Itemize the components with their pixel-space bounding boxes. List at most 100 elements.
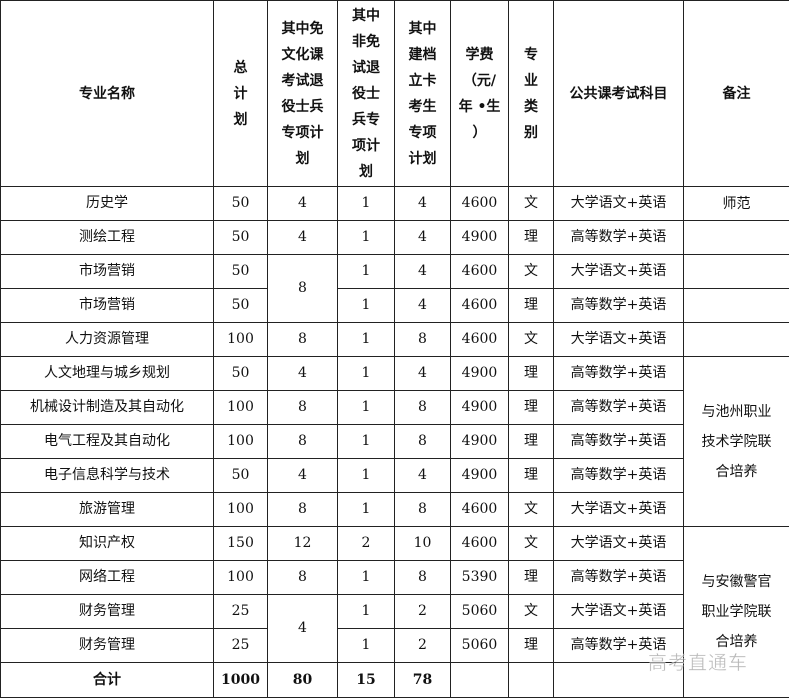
cell-nonexempt-veteran-plan: 1	[338, 391, 395, 425]
cell-poverty-plan: 4	[395, 187, 451, 221]
cell-exempt-veteran-plan: 8	[268, 425, 338, 459]
cell-major-name: 人力资源管理	[1, 323, 214, 357]
cell-poverty-plan: 4	[395, 357, 451, 391]
cell-total-plan: 1000	[214, 663, 268, 698]
cell-exam-subjects: 高等数学+英语	[554, 357, 684, 391]
cell-nonexempt-veteran-plan: 1	[338, 629, 395, 663]
cell-tuition: 4600	[451, 255, 509, 289]
cell-poverty-plan: 4	[395, 255, 451, 289]
cell-nonexempt-veteran-plan: 1	[338, 459, 395, 493]
cell-major-name: 财务管理	[1, 595, 214, 629]
header-major-type: 专 业 类 别	[509, 1, 554, 187]
cell-exempt-veteran-plan: 8	[268, 391, 338, 425]
cell-total-plan: 100	[214, 391, 268, 425]
cell-major-name: 知识产权	[1, 527, 214, 561]
cell-major-type: 理	[509, 391, 554, 425]
cell-major-name: 测绘工程	[1, 221, 214, 255]
cell-exam-subjects: 高等数学+英语	[554, 425, 684, 459]
cell-major-name: 旅游管理	[1, 493, 214, 527]
cell-total-plan: 100	[214, 561, 268, 595]
cell-nonexempt-veteran-plan: 1	[338, 289, 395, 323]
header-exam-subjects: 公共课考试科目	[554, 1, 684, 187]
cell-exempt-veteran-plan: 8	[268, 561, 338, 595]
cell-exempt-veteran-plan: 8	[268, 493, 338, 527]
cell-nonexempt-veteran-plan: 1	[338, 493, 395, 527]
cell-total-plan: 50	[214, 221, 268, 255]
cell-tuition: 4600	[451, 187, 509, 221]
cell-major-type: 理	[509, 459, 554, 493]
cell-exempt-veteran-plan: 8	[268, 255, 338, 323]
header-poverty-plan: 其中 建档 立卡 考生 专项 计划	[395, 1, 451, 187]
cell-tuition: 4600	[451, 527, 509, 561]
cell-exam-subjects: 大学语文+英语	[554, 493, 684, 527]
cell-poverty-plan: 4	[395, 221, 451, 255]
cell-major-type	[509, 663, 554, 698]
header-major-name: 专业名称	[1, 1, 214, 187]
cell-exam-subjects: 大学语文+英语	[554, 527, 684, 561]
cell-nonexempt-veteran-plan: 1	[338, 595, 395, 629]
header-exempt-veteran-plan: 其中免 文化课 考试退 役士兵 专项计 划	[268, 1, 338, 187]
cell-poverty-plan: 8	[395, 425, 451, 459]
cell-remarks	[684, 255, 789, 289]
cell-tuition: 4600	[451, 323, 509, 357]
cell-major-name: 历史学	[1, 187, 214, 221]
cell-tuition: 5060	[451, 595, 509, 629]
cell-exempt-veteran-plan: 4	[268, 357, 338, 391]
cell-exam-subjects: 大学语文+英语	[554, 323, 684, 357]
cell-nonexempt-veteran-plan: 1	[338, 255, 395, 289]
cell-remarks: 与池州职业 技术学院联 合培养	[684, 357, 789, 527]
cell-total-plan: 50	[214, 289, 268, 323]
cell-nonexempt-veteran-plan: 1	[338, 425, 395, 459]
cell-major-type: 文	[509, 493, 554, 527]
cell-poverty-plan: 2	[395, 595, 451, 629]
cell-total-plan: 25	[214, 595, 268, 629]
cell-exam-subjects: 高等数学+英语	[554, 459, 684, 493]
cell-major-name: 合计	[1, 663, 214, 698]
cell-total-plan: 50	[214, 187, 268, 221]
cell-exempt-veteran-plan: 4	[268, 459, 338, 493]
cell-exam-subjects: 高等数学+英语	[554, 391, 684, 425]
cell-tuition: 4600	[451, 493, 509, 527]
cell-poverty-plan: 8	[395, 561, 451, 595]
cell-exam-subjects: 大学语文+英语	[554, 255, 684, 289]
cell-major-name: 市场营销	[1, 255, 214, 289]
cell-tuition: 5390	[451, 561, 509, 595]
cell-poverty-plan: 8	[395, 493, 451, 527]
cell-major-name: 机械设计制造及其自动化	[1, 391, 214, 425]
header-tuition: 学费 （元/ 年 •生 ）	[451, 1, 509, 187]
cell-remarks	[684, 221, 789, 255]
cell-major-name: 电子信息科学与技术	[1, 459, 214, 493]
cell-poverty-plan: 2	[395, 629, 451, 663]
cell-major-type: 理	[509, 629, 554, 663]
cell-total-plan: 150	[214, 527, 268, 561]
cell-total-plan: 100	[214, 323, 268, 357]
cell-total-plan: 100	[214, 493, 268, 527]
cell-major-type: 文	[509, 527, 554, 561]
cell-tuition: 4900	[451, 357, 509, 391]
header-row: 专业名称 总 计 划 其中免 文化课 考试退 役士兵 专项计 划 其中 非免 试…	[1, 1, 789, 187]
cell-remarks	[684, 323, 789, 357]
cell-exempt-veteran-plan: 4	[268, 595, 338, 663]
cell-tuition: 4900	[451, 221, 509, 255]
header-nonexempt-veteran-plan: 其中 非免 试退 役士 兵专 项计 划	[338, 1, 395, 187]
cell-total-plan: 50	[214, 255, 268, 289]
cell-exam-subjects: 大学语文+英语	[554, 595, 684, 629]
cell-nonexempt-veteran-plan: 1	[338, 357, 395, 391]
cell-poverty-plan: 4	[395, 289, 451, 323]
cell-major-type: 文	[509, 323, 554, 357]
cell-exam-subjects: 大学语文+英语	[554, 187, 684, 221]
watermark: 高考直通车	[648, 648, 748, 675]
cell-major-type: 理	[509, 289, 554, 323]
cell-nonexempt-veteran-plan: 1	[338, 221, 395, 255]
